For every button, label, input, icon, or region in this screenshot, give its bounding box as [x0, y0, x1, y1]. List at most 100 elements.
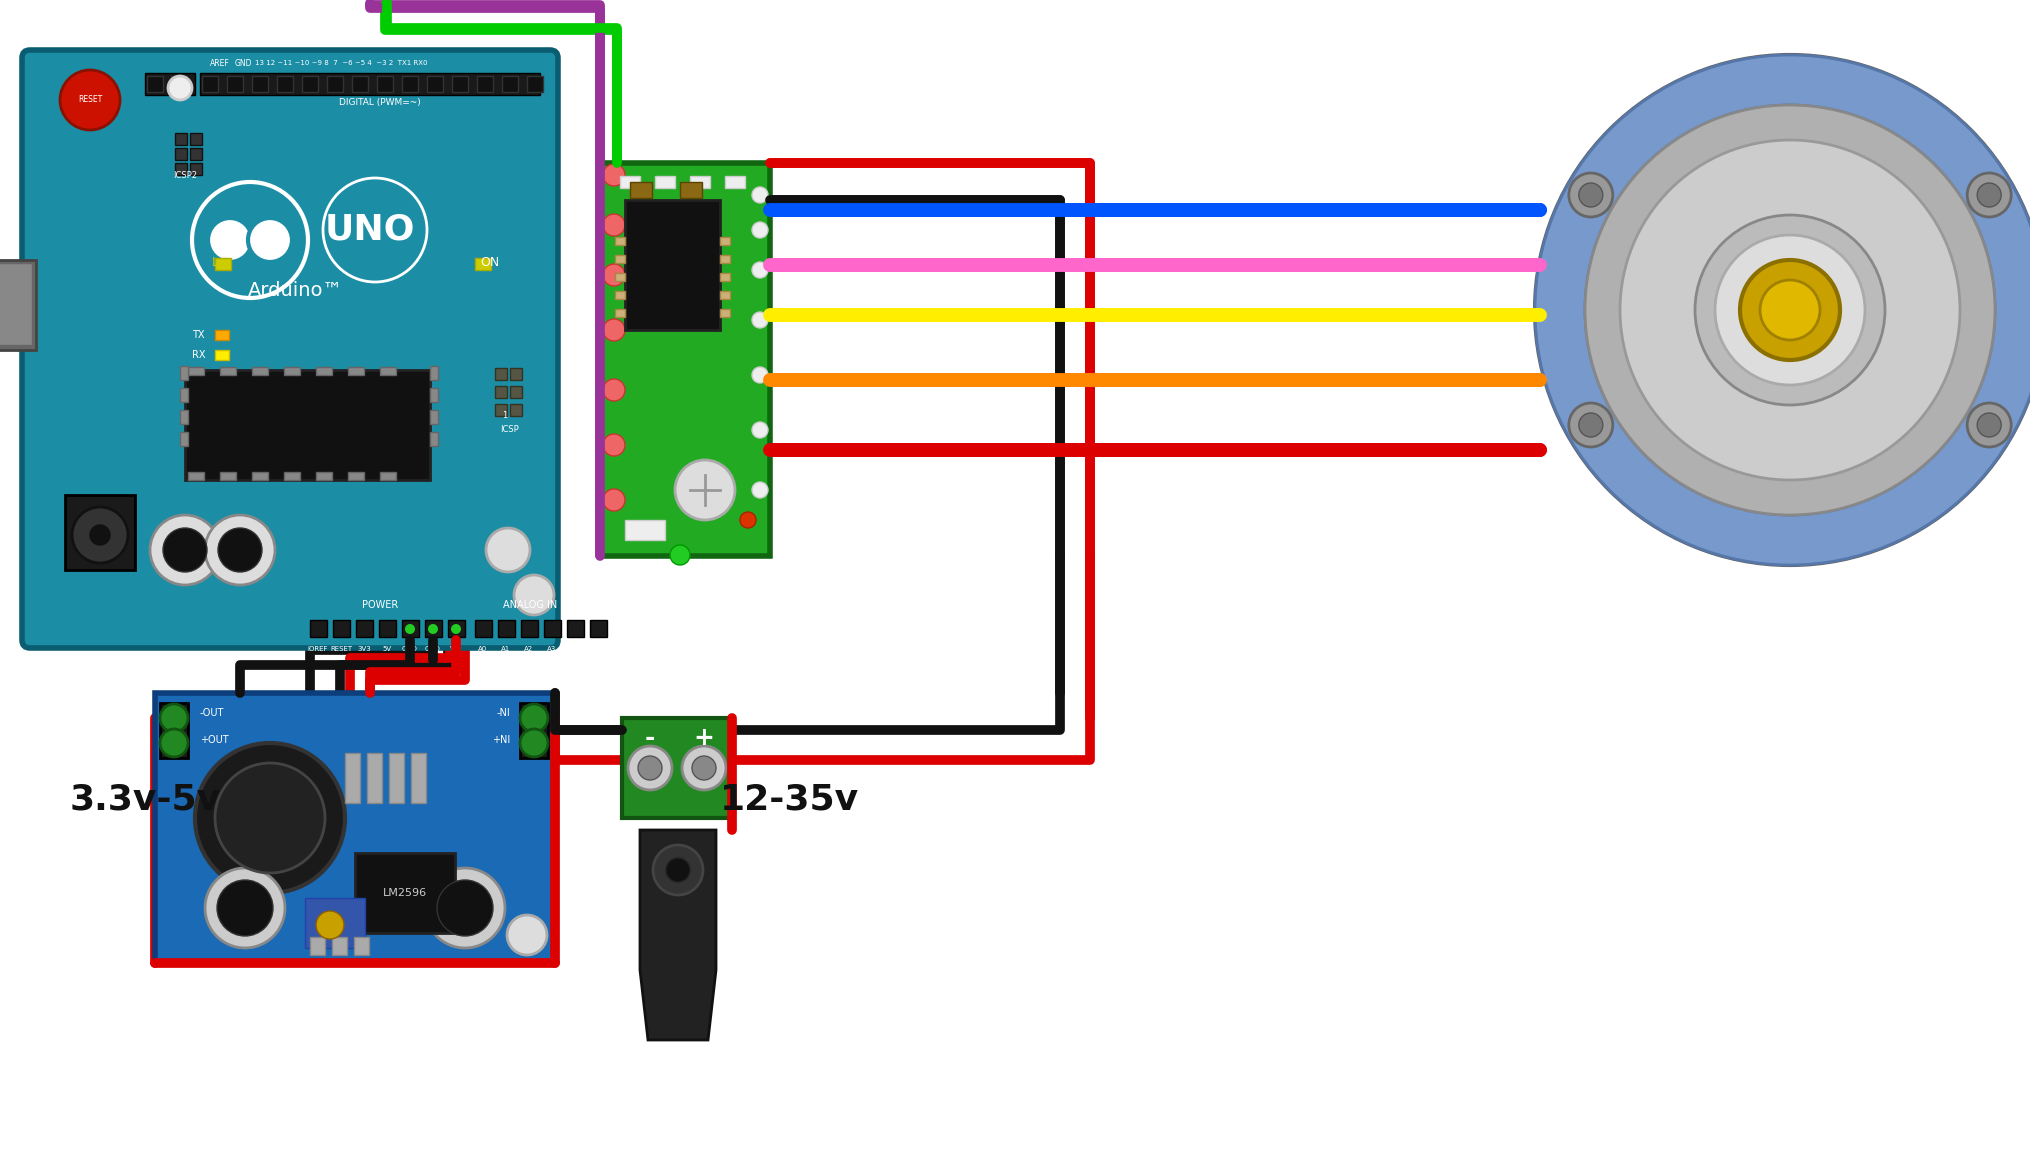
FancyBboxPatch shape — [311, 936, 325, 955]
FancyBboxPatch shape — [144, 74, 195, 95]
FancyBboxPatch shape — [181, 410, 189, 424]
FancyBboxPatch shape — [378, 76, 394, 92]
Text: GND: GND — [402, 646, 418, 651]
FancyBboxPatch shape — [615, 309, 625, 317]
FancyBboxPatch shape — [65, 495, 134, 570]
Circle shape — [603, 379, 625, 401]
Circle shape — [508, 915, 546, 955]
FancyBboxPatch shape — [302, 76, 319, 92]
Circle shape — [485, 529, 530, 572]
FancyBboxPatch shape — [725, 176, 745, 188]
FancyBboxPatch shape — [215, 330, 229, 340]
Text: ANALOG IN: ANALOG IN — [503, 600, 556, 610]
FancyBboxPatch shape — [501, 76, 518, 92]
Circle shape — [168, 76, 193, 100]
FancyBboxPatch shape — [430, 432, 438, 446]
FancyBboxPatch shape — [327, 76, 343, 92]
FancyBboxPatch shape — [615, 237, 625, 245]
FancyBboxPatch shape — [721, 309, 729, 317]
FancyBboxPatch shape — [475, 259, 491, 270]
FancyBboxPatch shape — [345, 753, 359, 803]
Circle shape — [1577, 183, 1602, 207]
Circle shape — [603, 164, 625, 186]
Circle shape — [207, 218, 252, 262]
FancyBboxPatch shape — [219, 472, 235, 480]
FancyBboxPatch shape — [544, 620, 560, 637]
FancyBboxPatch shape — [351, 76, 367, 92]
FancyBboxPatch shape — [317, 472, 331, 480]
FancyBboxPatch shape — [380, 367, 396, 375]
FancyBboxPatch shape — [690, 176, 710, 188]
FancyBboxPatch shape — [380, 620, 396, 637]
FancyBboxPatch shape — [625, 200, 721, 330]
FancyBboxPatch shape — [331, 936, 347, 955]
Text: 5V: 5V — [382, 646, 392, 651]
FancyBboxPatch shape — [199, 74, 540, 95]
Circle shape — [603, 319, 625, 341]
FancyBboxPatch shape — [191, 133, 201, 145]
Text: AREF: AREF — [209, 59, 229, 68]
Circle shape — [1967, 403, 2010, 447]
Circle shape — [627, 746, 672, 791]
Circle shape — [739, 512, 755, 529]
Circle shape — [603, 489, 625, 511]
FancyBboxPatch shape — [304, 899, 365, 948]
Circle shape — [520, 728, 548, 757]
FancyBboxPatch shape — [656, 176, 674, 188]
Text: IOREF: IOREF — [309, 646, 329, 651]
Circle shape — [61, 70, 120, 130]
FancyBboxPatch shape — [589, 620, 607, 637]
Circle shape — [1760, 280, 1819, 340]
FancyBboxPatch shape — [22, 51, 558, 648]
FancyBboxPatch shape — [252, 367, 268, 375]
FancyBboxPatch shape — [252, 472, 268, 480]
Circle shape — [1567, 173, 1612, 217]
Text: GND: GND — [235, 59, 252, 68]
Circle shape — [193, 182, 309, 298]
FancyBboxPatch shape — [721, 237, 729, 245]
Circle shape — [205, 867, 284, 948]
FancyBboxPatch shape — [175, 148, 187, 160]
Text: DIGITAL (PWM=~): DIGITAL (PWM=~) — [339, 99, 420, 108]
Text: TX: TX — [193, 330, 205, 340]
FancyBboxPatch shape — [160, 703, 189, 758]
FancyBboxPatch shape — [175, 133, 187, 145]
FancyBboxPatch shape — [615, 291, 625, 299]
Circle shape — [317, 911, 343, 939]
FancyBboxPatch shape — [215, 350, 229, 360]
Text: POWER: POWER — [361, 600, 398, 610]
Circle shape — [428, 624, 438, 634]
FancyBboxPatch shape — [284, 367, 300, 375]
FancyBboxPatch shape — [347, 472, 363, 480]
Circle shape — [603, 264, 625, 286]
FancyBboxPatch shape — [367, 753, 382, 803]
Circle shape — [603, 434, 625, 456]
Circle shape — [751, 262, 767, 278]
Text: A1: A1 — [501, 646, 510, 651]
FancyBboxPatch shape — [475, 620, 491, 637]
FancyBboxPatch shape — [430, 410, 438, 424]
Text: -: - — [644, 726, 656, 750]
FancyBboxPatch shape — [402, 620, 418, 637]
FancyBboxPatch shape — [495, 386, 508, 398]
Circle shape — [603, 214, 625, 236]
FancyBboxPatch shape — [189, 367, 203, 375]
Polygon shape — [639, 830, 717, 1040]
Circle shape — [404, 624, 414, 634]
Text: +NI: +NI — [491, 735, 510, 745]
Text: UNO: UNO — [325, 213, 414, 247]
Circle shape — [751, 422, 767, 438]
FancyBboxPatch shape — [495, 368, 508, 380]
FancyBboxPatch shape — [355, 620, 374, 637]
FancyBboxPatch shape — [355, 853, 455, 933]
FancyBboxPatch shape — [402, 76, 418, 92]
FancyBboxPatch shape — [380, 472, 396, 480]
Circle shape — [424, 867, 505, 948]
FancyBboxPatch shape — [191, 163, 201, 175]
Text: 13 12 ~11 ~10 ~9 8  7  ~6 ~5 4  ~3 2  TX1 RX0: 13 12 ~11 ~10 ~9 8 7 ~6 ~5 4 ~3 2 TX1 RX… — [256, 60, 426, 65]
Circle shape — [1577, 412, 1602, 437]
FancyBboxPatch shape — [615, 273, 625, 282]
Circle shape — [1695, 215, 1884, 404]
FancyBboxPatch shape — [276, 76, 292, 92]
FancyBboxPatch shape — [721, 255, 729, 263]
